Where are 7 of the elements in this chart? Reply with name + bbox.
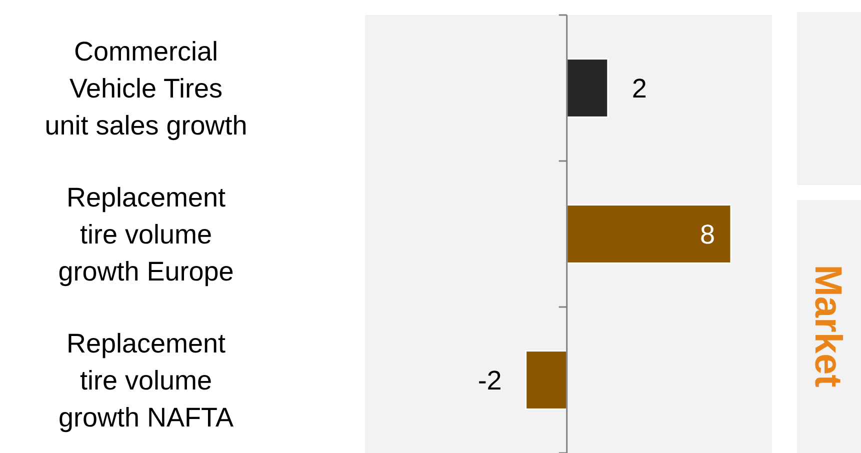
text: Market	[806, 264, 849, 388]
data-label: 8	[700, 219, 715, 250]
y-tick-label: Commercial Vehicle Tires unit sales growth	[44, 36, 248, 140]
data-label: -2	[478, 365, 502, 396]
data-label: 2	[632, 73, 647, 104]
y-tick-label: Replacement tire volume growth Europe	[58, 182, 234, 286]
y-tick-label: Replacement tire volume growth NAFTA	[58, 328, 234, 432]
